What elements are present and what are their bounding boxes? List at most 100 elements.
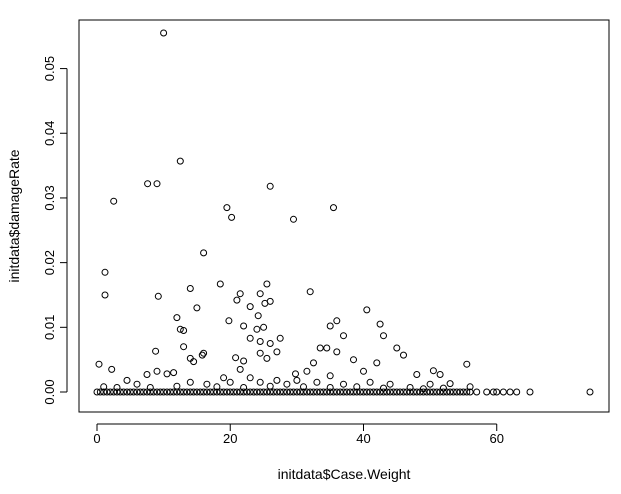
data-point: [240, 322, 248, 330]
data-point: [143, 388, 151, 396]
data-point: [133, 380, 141, 388]
points-layer: [93, 29, 594, 396]
x-axis-title: initdata$Case.Weight: [278, 466, 411, 482]
data-point: [263, 280, 271, 288]
data-point: [120, 388, 128, 396]
data-point: [253, 325, 261, 333]
data-point: [290, 388, 297, 396]
data-point: [240, 388, 248, 396]
data-point: [176, 388, 184, 396]
data-point: [180, 343, 188, 351]
data-point: [386, 380, 394, 388]
data-point: [186, 285, 194, 292]
data-point: [400, 351, 407, 359]
data-point: [363, 306, 371, 314]
data-point: [276, 388, 284, 396]
data-point: [153, 180, 161, 188]
data-point: [200, 388, 208, 396]
data-point: [513, 388, 521, 396]
data-point: [283, 388, 291, 396]
plot-frame: [78, 19, 610, 413]
data-point: [223, 388, 231, 396]
data-point: [163, 388, 171, 396]
x-tick-label: 0: [93, 431, 100, 446]
data-point: [323, 388, 331, 396]
y-tick-label: 0.03: [42, 185, 57, 210]
data-point: [153, 367, 161, 375]
data-point: [410, 388, 417, 396]
data-point: [323, 344, 331, 352]
data-point: [373, 359, 381, 367]
data-point: [228, 213, 236, 221]
data-point: [166, 388, 174, 396]
data-point: [256, 290, 264, 298]
data-point: [223, 204, 231, 212]
data-point: [353, 388, 361, 396]
data-point: [253, 388, 261, 396]
data-point: [196, 388, 204, 396]
data-point: [256, 378, 264, 386]
data-point: [246, 303, 254, 311]
data-point: [266, 382, 274, 390]
data-point: [526, 388, 534, 396]
data-point: [380, 332, 387, 340]
data-point: [400, 388, 407, 396]
data-point: [326, 322, 334, 330]
data-point: [340, 380, 347, 388]
y-axis: 0.00 0.01 0.02 0.03 0.04 0.05: [42, 56, 68, 405]
y-tick-label: 0.02: [42, 250, 57, 275]
data-point: [220, 388, 228, 396]
x-axis: 0 20 40 60: [93, 423, 504, 446]
data-point: [370, 388, 377, 396]
data-point: [210, 388, 218, 396]
data-point: [270, 388, 277, 396]
data-point: [493, 388, 501, 396]
data-point: [183, 388, 191, 396]
data-point: [106, 388, 114, 396]
data-point: [230, 388, 238, 396]
data-point: [413, 371, 421, 378]
data-point: [443, 388, 451, 396]
data-point: [180, 388, 188, 396]
data-point: [320, 388, 327, 396]
data-point: [156, 388, 164, 396]
data-point: [154, 292, 162, 300]
data-point: [413, 388, 421, 396]
data-point: [240, 384, 248, 391]
data-point: [261, 299, 269, 307]
data-point: [273, 376, 281, 384]
y-axis-title: initdata$damageRate: [6, 149, 22, 282]
data-point: [283, 380, 291, 388]
data-point: [393, 344, 401, 352]
data-point: [233, 296, 241, 304]
data-point: [419, 388, 427, 396]
data-point: [100, 388, 108, 396]
data-point: [436, 371, 444, 378]
data-point: [246, 334, 254, 342]
data-point: [313, 378, 321, 386]
data-point: [453, 388, 461, 396]
data-point: [246, 388, 254, 396]
data-point: [363, 388, 371, 396]
data-point: [236, 290, 244, 298]
data-point: [449, 388, 457, 396]
data-point: [360, 367, 367, 375]
data-point: [316, 344, 324, 352]
data-point: [254, 312, 262, 320]
data-point: [390, 388, 397, 396]
data-point: [103, 388, 111, 396]
data-point: [303, 367, 311, 375]
data-point: [429, 367, 437, 375]
data-point: [376, 388, 384, 396]
data-point: [160, 29, 168, 37]
data-point: [330, 204, 337, 212]
y-tick-label: 0.05: [42, 56, 57, 81]
data-point: [186, 378, 194, 386]
data-point: [333, 317, 341, 325]
data-point: [236, 365, 244, 373]
data-point: [310, 388, 317, 396]
data-point: [250, 388, 258, 396]
data-point: [186, 388, 194, 396]
data-point: [96, 388, 104, 396]
data-point: [310, 359, 317, 367]
